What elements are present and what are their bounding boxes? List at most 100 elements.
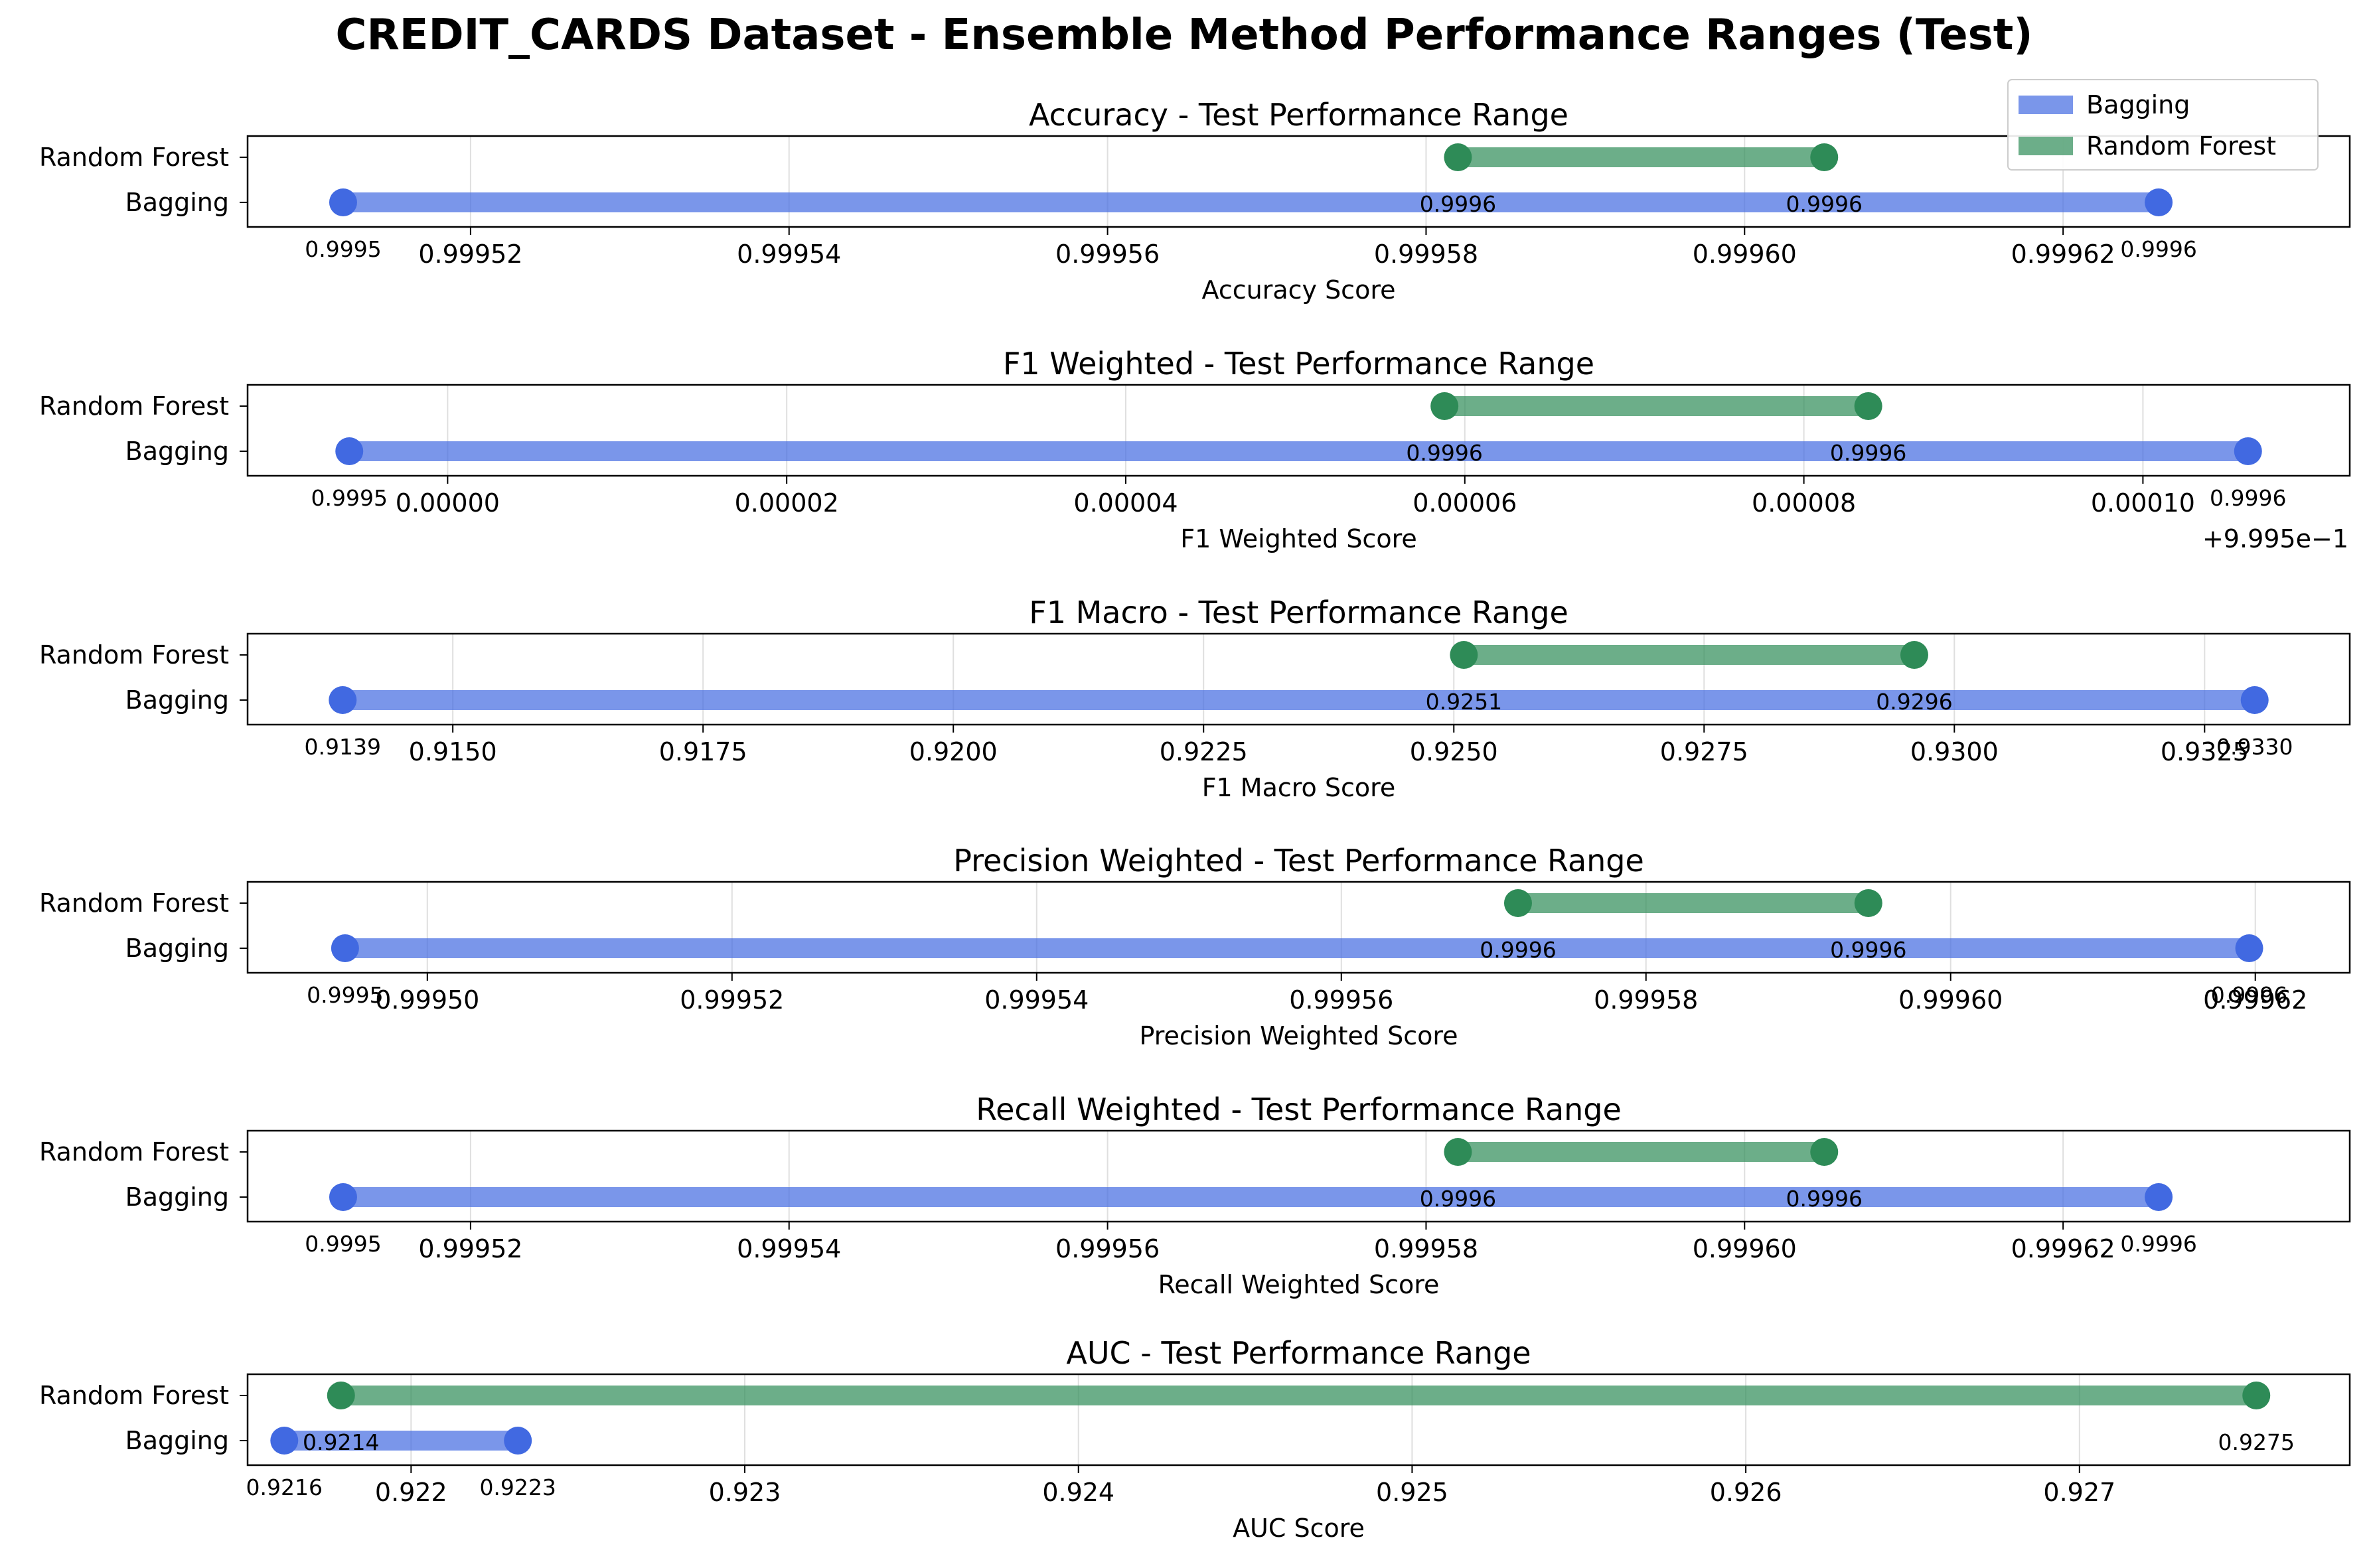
y-tick-label: Random Forest [39,1381,229,1410]
x-tick-label: 0.99954 [737,1234,841,1263]
x-tick-label: 0.00004 [1073,488,1178,518]
range-max-label: 0.9223 [479,1474,556,1500]
panel-title: Accuracy - Test Performance Range [1029,97,1568,133]
range-min-label: 0.9996 [1420,1186,1496,1212]
x-tick-label: 0.9250 [1410,737,1498,766]
x-tick-label: 0.99958 [1594,985,1698,1015]
x-tick-label: 0.99956 [1055,240,1160,269]
legend-swatch [2019,96,2073,114]
panel-3: F1 Macro - Test Performance Range 0.9150 0… [39,595,2351,802]
y-tick-label: Random Forest [39,392,229,421]
x-tick-label: 0.9275 [1660,737,1748,766]
panel-title: AUC - Test Performance Range [1066,1335,1531,1371]
range-max-point [2242,1382,2271,1409]
x-offset-text: +9.995e−1 [2202,524,2348,553]
range-max-label: 0.9996 [1830,440,1906,466]
panel-1: Accuracy - Test Performance Range 0.99952… [39,97,2351,305]
range-max-point [504,1427,532,1455]
range-max-label: 0.9275 [2218,1429,2295,1455]
chart-title: CREDIT_CARDS Dataset - Ensemble Method P… [335,11,2032,60]
range-max-label: 0.9296 [1876,689,1952,715]
x-tick-label: 0.99962 [2203,985,2307,1015]
range-min-point [1503,889,1532,917]
x-tick-label: 0.9325 [2161,737,2249,766]
range-min-point [1450,641,1478,669]
x-tick-label: 0.926 [1710,1478,1782,1507]
x-tick-label: 0.9175 [659,737,747,766]
range-max-label: 0.9996 [1830,937,1906,963]
panel-title: Precision Weighted - Test Performance Ra… [953,843,1644,879]
panel-6: AUC - Test Performance Range 0.922 0.923 0.… [39,1335,2351,1543]
x-tick-label: 0.927 [2043,1478,2115,1507]
range-min-label: 0.9995 [311,485,388,511]
range-min-label: 0.9996 [1406,440,1482,466]
range-max-label: 0.9996 [1786,1186,1863,1212]
x-tick-label: 0.9150 [409,737,497,766]
legend: Bagging Random Forest [2007,79,2319,171]
range-min-label: 0.9139 [305,734,381,760]
y-tick-label: Bagging [125,437,229,466]
range-max-point [1900,641,1928,669]
x-tick-label: 0.99960 [1898,985,2003,1015]
x-tick-label: 0.923 [709,1478,781,1507]
x-tick-label: 0.99958 [1374,1234,1478,1263]
x-axis-label: F1 Weighted Score [1180,524,1417,553]
x-tick-label: 0.99962 [2011,240,2115,269]
y-tick-label: Bagging [125,1426,229,1455]
range-min-point [1444,143,1472,171]
range-min-point [329,188,357,216]
range-max-point [2145,188,2173,216]
range-min-label: 0.9995 [307,982,383,1008]
panel-2: F1 Weighted - Test Performance Range 0.00… [39,346,2351,553]
x-axis-label: AUC Score [1233,1514,1365,1543]
range-max-label: 0.9996 [2120,236,2196,262]
axes-frame [246,384,2351,477]
range-min-point [1430,392,1459,420]
panel-title: Recall Weighted - Test Performance Range [976,1092,1622,1127]
range-min-point [331,934,359,962]
x-tick-label: 0.9200 [909,737,998,766]
x-tick-label: 0.99960 [1693,1234,1797,1263]
range-max-point [1854,889,1882,917]
range-max-label: 0.9330 [2216,734,2293,760]
axes-frame [246,881,2351,974]
range-max-label: 0.9996 [2120,1231,2196,1257]
legend-label: Bagging [2086,90,2190,119]
range-min-label: 0.9251 [1426,689,1502,715]
x-tick-label: 0.99952 [418,240,522,269]
legend-label: Random Forest [2086,131,2276,161]
x-tick-label: 0.922 [375,1478,447,1507]
x-tick-label: 0.99952 [680,985,784,1015]
legend-swatch [2019,137,2073,155]
range-min-point [335,437,364,465]
y-tick-label: Random Forest [39,1137,229,1167]
panel-title: F1 Macro - Test Performance Range [1029,595,1568,630]
range-max-point [1810,143,1839,171]
y-tick-label: Random Forest [39,143,229,172]
range-max-point [1854,392,1882,420]
x-axis-label: F1 Macro Score [1202,773,1396,802]
x-axis-label: Accuracy Score [1202,275,1396,305]
range-max-point [2240,686,2269,714]
x-tick-label: 0.99950 [375,985,479,1015]
x-tick-label: 0.00006 [1413,488,1517,518]
x-tick-label: 0.9300 [1910,737,1999,766]
range-max-label: 0.9996 [2210,485,2286,511]
axes-frame [246,135,2351,228]
panel-4: Precision Weighted - Test Performance Ra… [39,843,2351,1050]
axes-frame [246,1373,2351,1466]
x-tick-label: 0.99952 [418,1234,522,1263]
range-max-point [2234,437,2262,465]
range-min-label: 0.9995 [305,1231,381,1257]
range-max-point [1810,1138,1839,1166]
panel-title: F1 Weighted - Test Performance Range [1003,346,1594,382]
x-tick-label: 0.9225 [1160,737,1248,766]
x-axis-label: Precision Weighted Score [1139,1021,1458,1050]
legend-box [2007,79,2319,171]
range-max-point [2145,1183,2173,1211]
range-min-label: 0.9214 [303,1429,379,1455]
x-axis-label: Recall Weighted Score [1158,1270,1440,1299]
y-tick-label: Bagging [125,934,229,963]
range-min-point [329,1183,357,1211]
